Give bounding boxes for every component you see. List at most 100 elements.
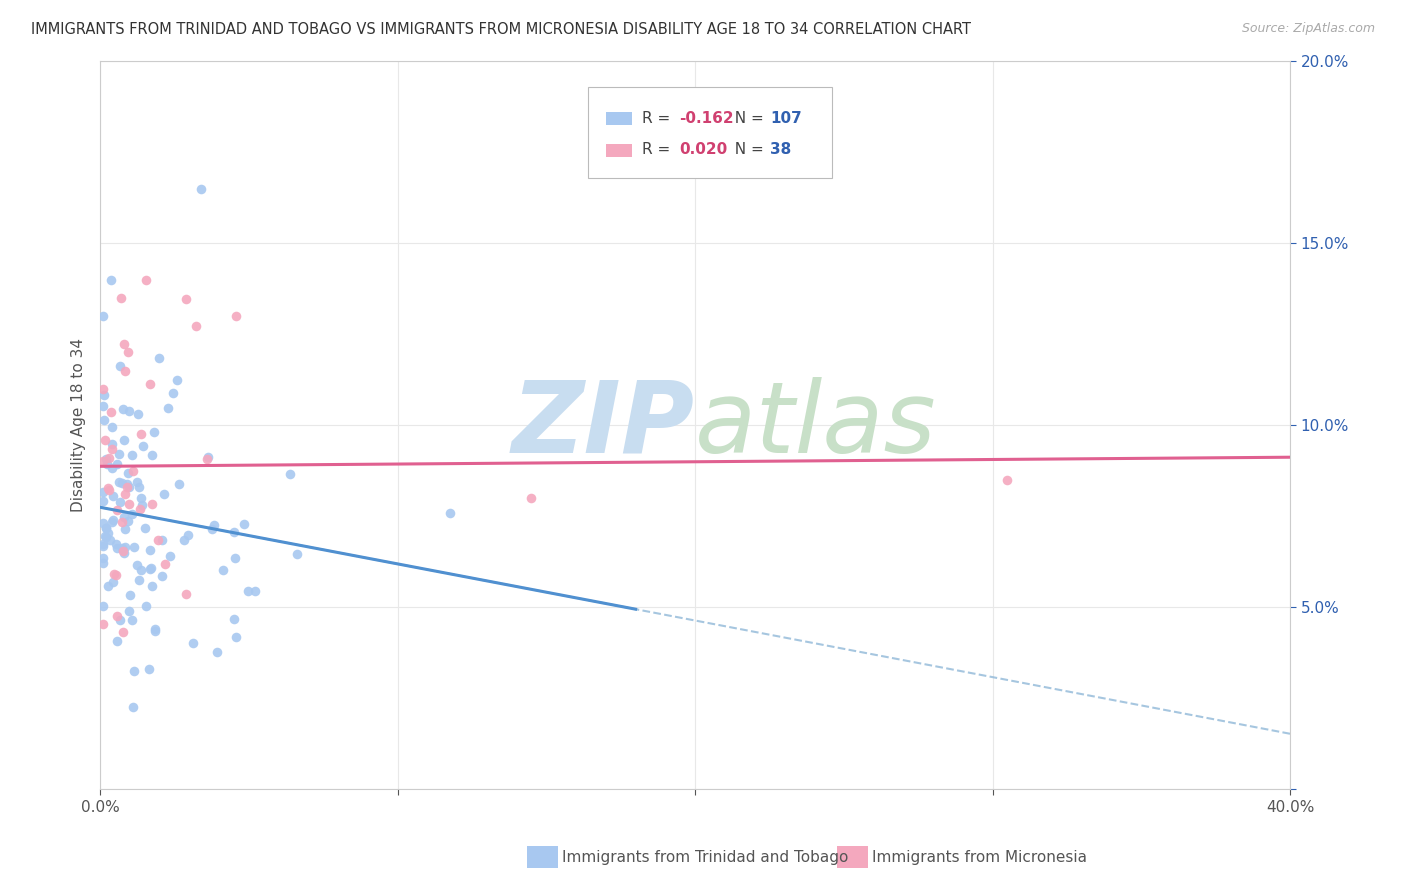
- Text: N =: N =: [725, 143, 769, 158]
- Point: [139, 562, 162, 576]
- Point: [108, 613, 131, 627]
- Point: [129, 491, 152, 505]
- Point: [110, 291, 132, 305]
- Point: [110, 515, 132, 529]
- Point: [117, 515, 139, 529]
- Point: [207, 645, 229, 659]
- Point: [128, 480, 150, 494]
- Point: [114, 363, 136, 377]
- Point: [94, 433, 117, 447]
- Point: [118, 603, 141, 617]
- Text: R =: R =: [641, 112, 675, 126]
- Point: [101, 460, 124, 475]
- Point: [91, 309, 114, 323]
- Point: [112, 509, 135, 524]
- Point: [128, 502, 150, 516]
- Point: [105, 457, 128, 471]
- Point: [91, 382, 114, 396]
- Point: [138, 543, 160, 558]
- Point: [91, 599, 114, 613]
- Point: [131, 439, 153, 453]
- Point: [233, 517, 256, 532]
- Point: [115, 476, 138, 491]
- Point: [118, 404, 141, 418]
- Point: [141, 497, 163, 511]
- Point: [111, 625, 134, 640]
- Point: [108, 359, 131, 374]
- Point: [127, 407, 149, 421]
- Point: [114, 522, 136, 536]
- Point: [202, 518, 225, 533]
- Point: [122, 664, 145, 678]
- Point: [212, 563, 235, 577]
- Point: [103, 513, 125, 527]
- Point: [97, 579, 120, 593]
- Point: [105, 568, 128, 582]
- Point: [112, 402, 135, 417]
- Point: [222, 612, 245, 626]
- Point: [91, 617, 114, 632]
- Text: -0.162: -0.162: [679, 112, 734, 126]
- Point: [153, 487, 176, 501]
- Point: [122, 699, 145, 714]
- Point: [143, 624, 166, 639]
- Point: [121, 448, 143, 462]
- Point: [105, 633, 128, 648]
- Point: [112, 544, 135, 558]
- Point: [148, 351, 170, 365]
- Point: [97, 481, 120, 495]
- Point: [103, 567, 125, 582]
- Point: [150, 533, 173, 548]
- Point: [134, 520, 156, 534]
- Point: [96, 457, 118, 471]
- Point: [96, 451, 118, 466]
- Point: [222, 525, 245, 540]
- Point: [104, 537, 127, 551]
- Point: [97, 526, 120, 541]
- Point: [117, 497, 139, 511]
- Point: [153, 557, 176, 571]
- Point: [520, 491, 543, 505]
- Point: [439, 506, 461, 520]
- Point: [156, 401, 179, 416]
- Text: Immigrants from Micronesia: Immigrants from Micronesia: [872, 850, 1087, 864]
- Point: [101, 515, 124, 529]
- Point: [91, 551, 114, 566]
- Point: [91, 537, 114, 551]
- Point: [91, 540, 114, 554]
- Point: [122, 465, 145, 479]
- Point: [117, 345, 139, 359]
- Point: [100, 419, 122, 434]
- Y-axis label: Disability Age 18 to 34: Disability Age 18 to 34: [72, 338, 86, 512]
- Point: [236, 584, 259, 599]
- Point: [150, 568, 173, 582]
- Text: Source: ZipAtlas.com: Source: ZipAtlas.com: [1241, 22, 1375, 36]
- Point: [141, 579, 163, 593]
- Point: [225, 630, 247, 644]
- Point: [127, 558, 149, 572]
- Point: [105, 503, 128, 517]
- Point: [91, 516, 114, 530]
- Point: [101, 436, 124, 450]
- Point: [162, 385, 184, 400]
- Point: [100, 272, 122, 286]
- Point: [112, 434, 135, 448]
- Point: [112, 546, 135, 560]
- Point: [91, 454, 114, 468]
- Bar: [606, 112, 633, 125]
- Point: [96, 521, 118, 535]
- Point: [148, 533, 170, 547]
- Point: [181, 636, 204, 650]
- Point: [110, 475, 132, 490]
- Point: [93, 529, 115, 543]
- Point: [131, 498, 153, 512]
- Point: [138, 377, 160, 392]
- Point: [143, 622, 166, 636]
- Point: [118, 481, 141, 495]
- Point: [127, 475, 149, 489]
- Point: [173, 533, 195, 548]
- Point: [285, 548, 308, 562]
- Point: [101, 442, 124, 456]
- Point: [997, 473, 1019, 487]
- Point: [108, 495, 131, 509]
